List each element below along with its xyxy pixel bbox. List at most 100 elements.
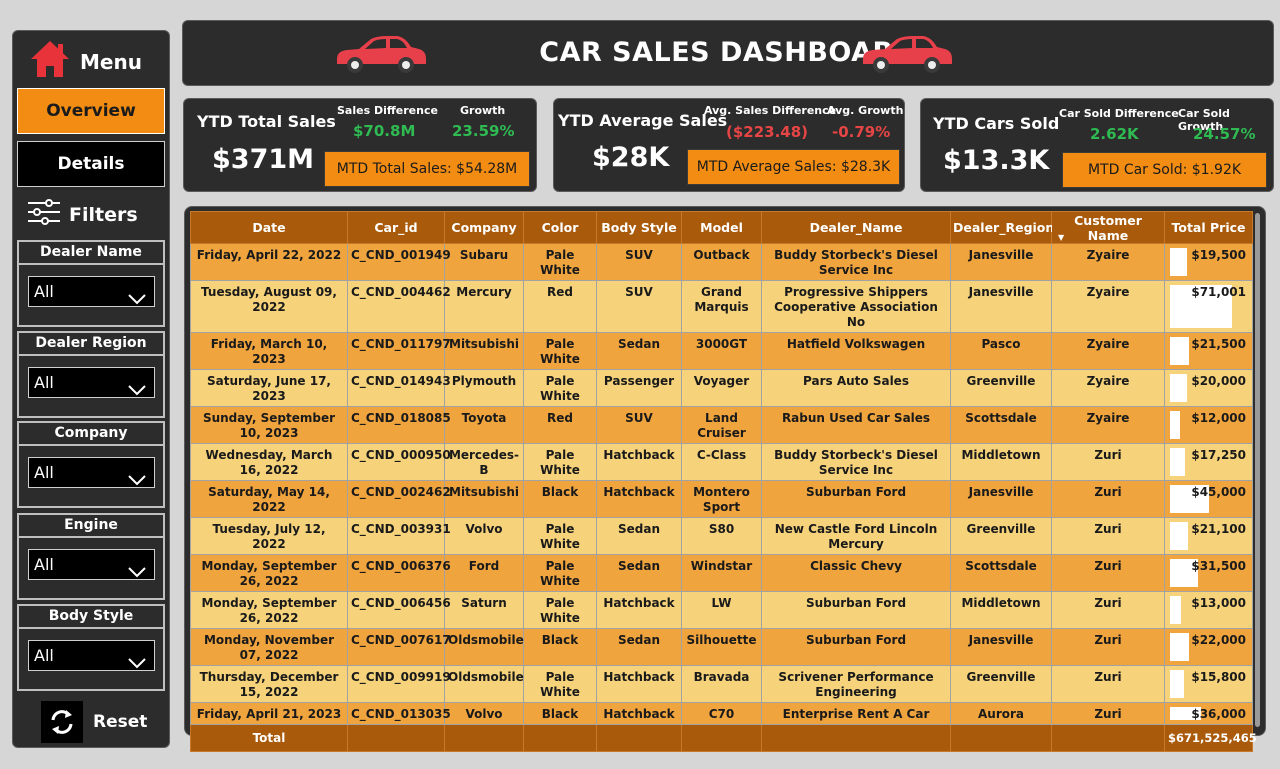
cell-dealer-name: Suburban Ford <box>761 480 951 518</box>
kpi-card-cars-sold: YTD Cars Sold $13.3K Car Sold Difference… <box>920 98 1274 192</box>
mtd-badge: MTD Average Sales: $28.3K <box>687 149 900 185</box>
cell-car-id: C_CND_011797 <box>347 332 451 370</box>
column-header-customer-name[interactable]: Customer Name ▼ <box>1051 211 1165 244</box>
mtd-badge: MTD Car Sold: $1.92K <box>1062 152 1267 188</box>
price-value: $31,500 <box>1191 559 1246 573</box>
dealer-region-dropdown[interactable]: All <box>28 367 155 398</box>
price-data-bar <box>1170 337 1189 365</box>
cell-car-id: C_CND_002462 <box>347 480 451 518</box>
cell-date: Wednesday, March 16, 2022 <box>190 443 348 481</box>
kpi-diff-value: $70.8M <box>353 122 416 140</box>
cell-color: Red <box>523 406 597 444</box>
total-empty-cell <box>950 724 1052 752</box>
cell-customer-name: Zuri <box>1051 702 1165 725</box>
cell-car-id: C_CND_003931 <box>347 517 451 555</box>
cell-model: 3000GT <box>681 332 762 370</box>
engine-dropdown[interactable]: All <box>28 549 155 580</box>
menu-label: Menu <box>80 50 142 74</box>
kpi-diff-value: ($223.48) <box>726 123 809 141</box>
cell-model: Windstar <box>681 554 762 592</box>
cell-model: LW <box>681 591 762 629</box>
cell-company: Mercedes-B <box>444 443 524 481</box>
cell-body-style: Hatchback <box>596 702 682 725</box>
cell-date: Saturday, May 14, 2022 <box>190 480 348 518</box>
column-header-color[interactable]: Color <box>523 211 597 244</box>
cell-model: Bravada <box>681 665 762 703</box>
table-row[interactable]: Friday, March 10, 2023 C_CND_011797 Mitsub… <box>190 332 1253 370</box>
price-value: $20,000 <box>1191 374 1246 388</box>
vertical-scrollbar[interactable] <box>1255 213 1260 727</box>
details-button[interactable]: Details <box>17 141 165 187</box>
reset-button[interactable]: Reset <box>41 701 147 743</box>
cell-customer-name: Zyaire <box>1051 332 1165 370</box>
dropdown-value: All <box>34 646 54 665</box>
table-row[interactable]: Wednesday, March 16, 2022 C_CND_000950 Mer… <box>190 443 1253 481</box>
cell-dealer-name: Buddy Storbeck's Diesel Service Inc <box>761 443 951 481</box>
cell-company: Oldsmobile <box>444 665 524 703</box>
cell-total-price: $36,000 <box>1164 702 1253 725</box>
cell-customer-name: Zyaire <box>1051 406 1165 444</box>
table-row[interactable]: Thursday, December 15, 2022 C_CND_009919 O… <box>190 665 1253 703</box>
column-header-dealer-region[interactable]: Dealer_Region <box>950 211 1054 244</box>
table-row[interactable]: Saturday, June 17, 2023 C_CND_014943 Plymo… <box>190 369 1253 407</box>
kpi-diff-value: 2.62K <box>1090 125 1139 143</box>
dropdown-value: All <box>34 463 54 482</box>
cell-customer-name: Zuri <box>1051 554 1165 592</box>
table-total-row: Total $671,525,465 <box>190 724 1257 752</box>
cell-dealer-region: Scottsdale <box>950 554 1052 592</box>
cell-total-price: $15,800 <box>1164 665 1253 703</box>
kpi-growth-label: Avg. Growth <box>827 104 904 117</box>
dealer-name-dropdown[interactable]: All <box>28 276 155 307</box>
table-row[interactable]: Monday, November 07, 2022 C_CND_007617 Old… <box>190 628 1253 666</box>
column-header-model[interactable]: Model <box>681 211 762 244</box>
cell-model: Montero Sport <box>681 480 762 518</box>
overview-button[interactable]: Overview <box>17 88 165 134</box>
column-header-company[interactable]: Company <box>444 211 524 244</box>
home-icon[interactable] <box>29 39 71 83</box>
cell-total-price: $71,001 <box>1164 280 1253 333</box>
total-empty-cell <box>523 724 597 752</box>
table-row[interactable]: Tuesday, July 12, 2022 C_CND_003931 Volvo P… <box>190 517 1253 555</box>
column-header-body-style[interactable]: Body Style <box>596 211 682 244</box>
cell-dealer-name: Suburban Ford <box>761 628 951 666</box>
cell-body-style: Sedan <box>596 332 682 370</box>
cell-model: Outback <box>681 243 762 281</box>
column-header-total-price[interactable]: Total Price <box>1164 211 1253 244</box>
filter-label: Dealer Region <box>19 333 163 356</box>
table-row[interactable]: Sunday, September 10, 2023 C_CND_018085 To… <box>190 406 1253 444</box>
cell-total-price: $13,000 <box>1164 591 1253 629</box>
table-row[interactable]: Monday, September 26, 2022 C_CND_006376 Fo… <box>190 554 1253 592</box>
column-header-dealer-name[interactable]: Dealer_Name <box>761 211 951 244</box>
cell-body-style: Hatchback <box>596 591 682 629</box>
table-row[interactable]: Saturday, May 14, 2022 C_CND_002462 Mitsub… <box>190 480 1253 518</box>
dropdown-value: All <box>34 373 54 392</box>
company-dropdown[interactable]: All <box>28 457 155 488</box>
filter-label: Body Style <box>19 606 163 629</box>
cell-company: Subaru <box>444 243 524 281</box>
cell-color: Black <box>523 480 597 518</box>
cell-body-style: Sedan <box>596 554 682 592</box>
cell-model: C70 <box>681 702 762 725</box>
cell-total-price: $12,000 <box>1164 406 1253 444</box>
chevron-down-icon <box>128 285 146 315</box>
table-row[interactable]: Friday, April 22, 2022 C_CND_001949 Subaru… <box>190 243 1253 281</box>
kpi-card-average-sales: YTD Average Sales $28K Avg. Sales Differ… <box>553 98 905 192</box>
cell-dealer-name: Scrivener Performance Engineering <box>761 665 951 703</box>
kpi-growth-value: 24.57% <box>1193 125 1256 143</box>
kpi-title: YTD Cars Sold <box>933 114 1060 133</box>
filter-label: Dealer Name <box>19 242 163 265</box>
price-data-bar <box>1170 374 1187 402</box>
price-data-bar <box>1170 707 1201 720</box>
column-header-date[interactable]: Date <box>190 211 348 244</box>
cell-dealer-region: Greenville <box>950 369 1052 407</box>
table-row[interactable]: Tuesday, August 09, 2022 C_CND_004462 Merc… <box>190 280 1253 333</box>
table-row[interactable]: Monday, September 26, 2022 C_CND_006456 Sa… <box>190 591 1253 629</box>
price-data-bar <box>1170 633 1189 661</box>
car-icon <box>857 33 955 79</box>
kpi-title: YTD Average Sales <box>558 111 728 130</box>
price-data-bar <box>1170 596 1181 624</box>
body-style-dropdown[interactable]: All <box>28 640 155 671</box>
cell-color: Pale White <box>523 554 597 592</box>
table-row[interactable]: Friday, April 21, 2023 C_CND_013035 Volvo B… <box>190 702 1253 725</box>
column-header-car-id[interactable]: Car_id <box>347 211 445 244</box>
